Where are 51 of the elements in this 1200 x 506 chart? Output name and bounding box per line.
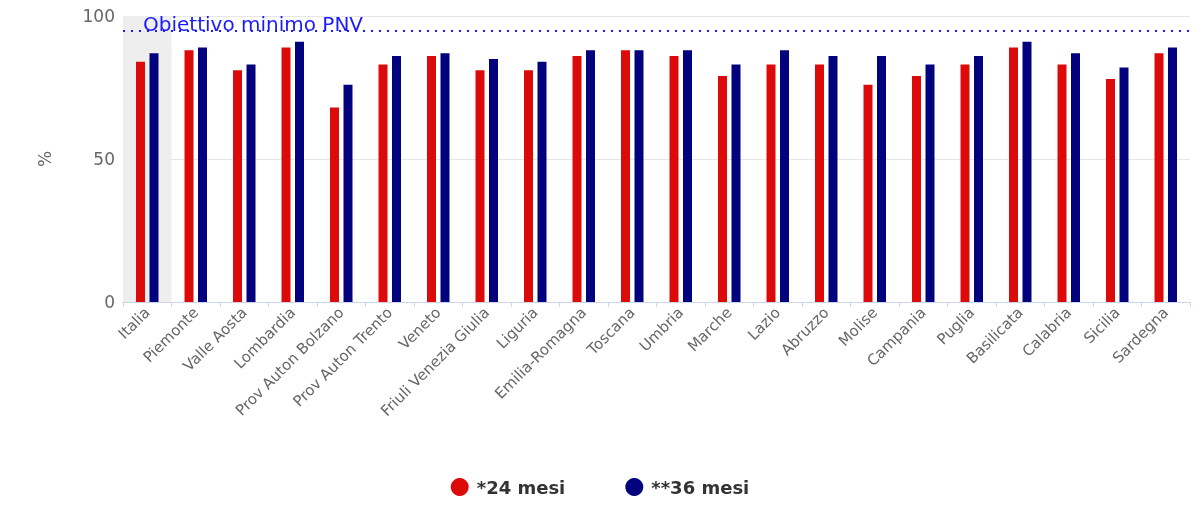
bar <box>1071 53 1080 302</box>
bar <box>427 56 436 302</box>
bar <box>912 76 921 302</box>
bar <box>877 56 886 302</box>
y-tick-label: 50 <box>93 149 115 169</box>
bar <box>683 50 692 302</box>
bar <box>634 50 644 302</box>
bar <box>378 64 388 302</box>
legend-label: **36 mesi <box>651 476 750 498</box>
bar <box>731 64 741 302</box>
bar <box>1057 64 1067 302</box>
bar <box>198 47 207 302</box>
bar <box>295 41 304 302</box>
bar <box>974 56 983 302</box>
bar <box>233 70 242 302</box>
ref-line-label: Obiettivo minimo PNV <box>143 12 364 37</box>
bar <box>136 61 145 302</box>
bar <box>766 64 776 302</box>
legend-label: *24 mesi <box>476 476 566 498</box>
bar <box>621 50 630 302</box>
bar <box>572 56 582 302</box>
bar <box>1168 47 1177 302</box>
bar <box>669 56 679 302</box>
bar <box>246 64 256 302</box>
bar <box>1106 78 1115 302</box>
bar <box>1119 67 1129 302</box>
bar <box>863 84 873 302</box>
bar <box>828 56 838 302</box>
bar <box>586 50 595 302</box>
bar <box>440 53 450 302</box>
bar <box>489 58 498 302</box>
y-tick-label: 100 <box>82 6 115 26</box>
y-tick-label: 0 <box>104 292 115 312</box>
bar <box>1022 41 1032 302</box>
bar <box>1154 53 1164 302</box>
bar <box>343 84 353 302</box>
bar <box>524 70 533 302</box>
bar <box>718 76 727 302</box>
bar <box>330 107 339 302</box>
bar <box>475 70 485 302</box>
bar <box>925 64 935 302</box>
bar <box>1009 47 1018 302</box>
bar <box>392 56 401 302</box>
bar <box>780 50 789 302</box>
bar <box>815 64 824 302</box>
bar <box>960 64 970 302</box>
bar <box>281 47 291 302</box>
bar <box>184 50 194 302</box>
bar <box>149 53 159 302</box>
bar <box>537 61 547 302</box>
y-axis-title: % <box>34 150 55 168</box>
